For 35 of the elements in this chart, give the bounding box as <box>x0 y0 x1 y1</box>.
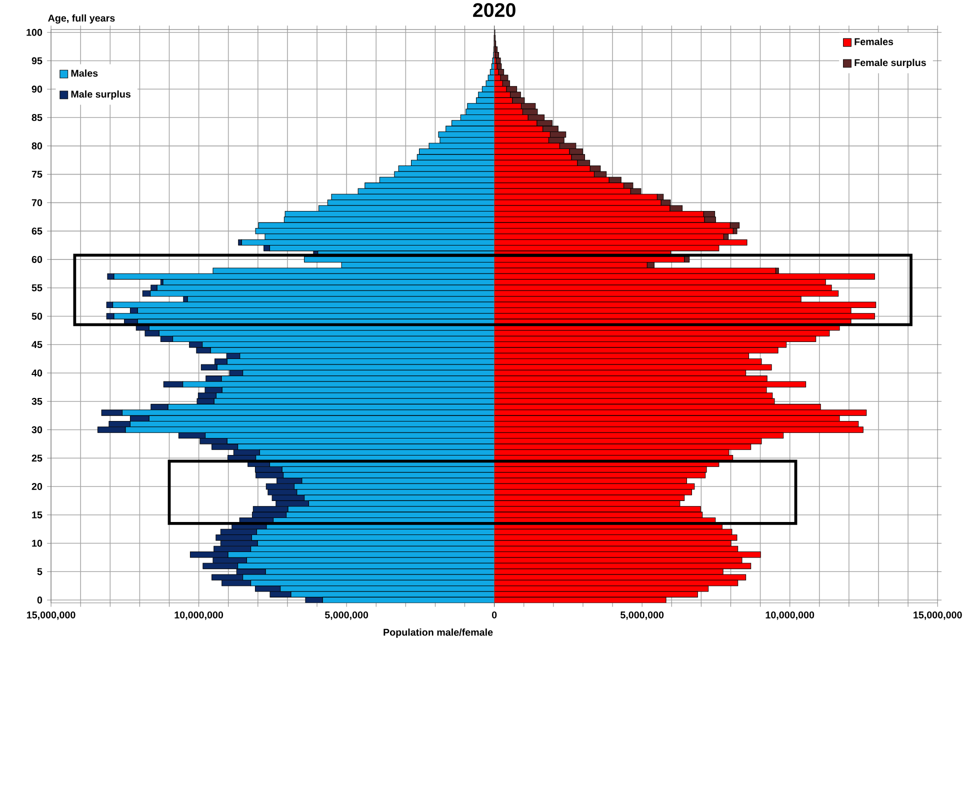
y-tick-label: 55 <box>32 284 42 292</box>
y-tick-label: 75 <box>32 170 42 178</box>
x-tick-label: 15,000,000 <box>914 611 962 620</box>
y-tick-label: 100 <box>26 28 42 36</box>
legend-label: Female surplus <box>854 58 926 68</box>
y-axis-title: Age, full years <box>48 14 115 24</box>
x-tick-label: 0 <box>492 611 497 618</box>
y-tick-label: 70 <box>32 199 42 206</box>
y-tick-label: 20 <box>32 482 42 490</box>
y-tick-label: 10 <box>32 540 42 547</box>
legend-label: Males <box>71 69 98 77</box>
y-tick-label: 45 <box>32 341 42 348</box>
y-tick-label: 85 <box>32 114 42 122</box>
legend-label: Male surplus <box>71 90 131 100</box>
y-tick-label: 40 <box>32 369 42 376</box>
x-axis-title: Population male/female <box>384 628 493 638</box>
y-tick-label: 35 <box>32 398 42 405</box>
y-tick-label: 30 <box>32 426 42 434</box>
y-tick-label: 60 <box>32 256 42 263</box>
x-tick-label: 5,000,000 <box>620 611 664 620</box>
y-tick-label: 15 <box>32 511 42 518</box>
y-tick-label: 65 <box>32 228 42 235</box>
y-tick-label: 50 <box>32 312 42 320</box>
chart-title: 2020 <box>473 3 516 17</box>
y-tick-label: 5 <box>37 568 42 576</box>
y-tick-label: 95 <box>32 57 42 64</box>
y-tick-label: 90 <box>32 86 42 93</box>
y-tick-label: 80 <box>32 142 42 150</box>
legend-label: Females <box>854 38 894 46</box>
y-tick-label: 0 <box>37 596 42 604</box>
x-tick-label: 15,000,000 <box>27 611 76 620</box>
x-tick-label: 5,000,000 <box>324 611 368 620</box>
y-tick-label: 25 <box>32 454 42 462</box>
x-tick-label: 10,000,000 <box>174 611 224 620</box>
x-tick-label: 10,000,000 <box>766 611 814 620</box>
